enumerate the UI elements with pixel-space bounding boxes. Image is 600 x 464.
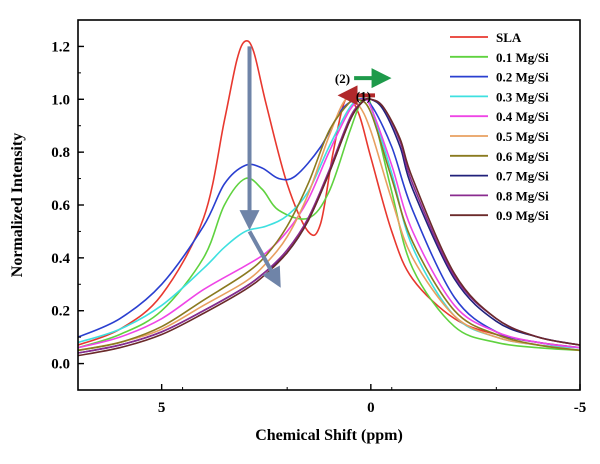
series-line-8 bbox=[78, 98, 580, 354]
y-tick-label: 1.0 bbox=[51, 92, 70, 108]
y-tick-label: 0.2 bbox=[51, 304, 70, 320]
annotation-layer: (2) (1) bbox=[239, 46, 392, 288]
series-line-4 bbox=[78, 97, 580, 349]
legend-label-3: 0.3 Mg/Si bbox=[496, 89, 549, 104]
legend-label-2: 0.2 Mg/Si bbox=[496, 70, 549, 85]
y-tick-label: 0.8 bbox=[51, 145, 70, 161]
legend-label-5: 0.5 Mg/Si bbox=[496, 129, 549, 144]
x-tick-label: 5 bbox=[158, 400, 166, 416]
series-line-9 bbox=[78, 98, 580, 357]
series-line-2 bbox=[78, 97, 580, 349]
series-layer bbox=[78, 39, 580, 357]
y-tick-label: 0.0 bbox=[51, 357, 70, 373]
legend-label-9: 0.9 Mg/Si bbox=[496, 208, 549, 223]
axis-layer: 0.0 0.2 0.4 0.6 0.8 1.0 1.2 5 0 -5 bbox=[51, 19, 587, 416]
legend-label-8: 0.8 Mg/Si bbox=[496, 188, 549, 203]
y-tick-label: 1.2 bbox=[51, 39, 70, 55]
legend-label-0: SLA bbox=[496, 30, 522, 45]
shift-arrow-label-0: (2) bbox=[335, 71, 350, 86]
legend-label-6: 0.6 Mg/Si bbox=[496, 149, 549, 164]
series-line-1 bbox=[78, 93, 580, 352]
legend-label-4: 0.4 Mg/Si bbox=[496, 109, 549, 124]
trend-arrow-1 bbox=[247, 230, 281, 288]
series-line-6 bbox=[78, 97, 580, 352]
legend-label-7: 0.7 Mg/Si bbox=[496, 169, 549, 184]
series-line-5 bbox=[78, 96, 580, 352]
x-tick-label: 0 bbox=[367, 400, 375, 416]
y-axis-label: Normalized Intensity bbox=[9, 133, 26, 277]
series-line-0 bbox=[78, 39, 580, 349]
legend-label-1: 0.1 Mg/Si bbox=[496, 50, 549, 65]
legend: SLA 0.1 Mg/Si 0.2 Mg/Si 0.3 Mg/Si 0.4 Mg/Si 0… bbox=[450, 30, 549, 223]
y-tick-label: 0.4 bbox=[51, 251, 70, 267]
shift-arrow-label-1: (1) bbox=[356, 88, 371, 103]
x-axis-label: Chemical Shift (ppm) bbox=[255, 427, 403, 444]
y-tick-label: 0.6 bbox=[51, 198, 70, 214]
x-tick-label: -5 bbox=[574, 400, 587, 416]
